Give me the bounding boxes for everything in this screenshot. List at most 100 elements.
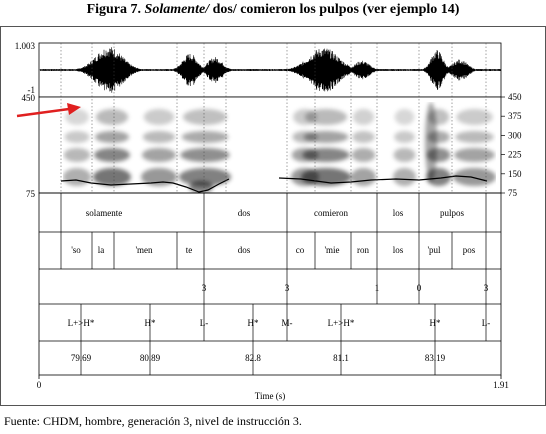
figure-title: Figura 7. Solamente/ dos/ comieron los p… xyxy=(0,2,546,18)
syllable-label: 'mie xyxy=(324,245,339,255)
figure-title-italic: Solamente/ xyxy=(144,2,210,17)
tone-label: L+>H* xyxy=(328,318,355,328)
spectrogram-energy xyxy=(180,148,230,162)
break-label: 3 xyxy=(202,283,207,293)
annotation-frame xyxy=(38,192,502,376)
interval-guides xyxy=(60,43,487,193)
spectrogram-image xyxy=(63,102,496,193)
time-axis-label: Time (s) xyxy=(255,391,285,401)
spectrogram-energy xyxy=(302,148,350,162)
spectrogram-energy xyxy=(63,168,91,186)
spectrogram-left-top: 450 xyxy=(22,93,36,103)
syllable-label: dos xyxy=(238,245,251,255)
syllable-label: la xyxy=(98,245,105,255)
tone-label: M- xyxy=(282,318,293,328)
spectrogram-energy xyxy=(351,168,376,186)
spectrogram-energy xyxy=(352,131,375,143)
syllable-label: co xyxy=(296,245,305,255)
tone-label: L- xyxy=(482,318,491,328)
waveform-bottom-label: -1 xyxy=(28,85,36,95)
value-label: 79.69 xyxy=(71,353,92,363)
syllable-label: los xyxy=(393,245,404,255)
waveform-top-label: 1.003 xyxy=(15,41,36,51)
spectrogram-energy xyxy=(181,131,229,143)
right-axis-label: 450 xyxy=(508,92,522,102)
spectrogram-energy xyxy=(301,168,351,186)
break-tier: 3 3 1 0 3 xyxy=(202,269,489,304)
spectrogram-energy xyxy=(94,131,130,143)
syllable-tier: 'so la 'men te dos co 'mie ron los 'pul … xyxy=(71,245,476,255)
word-tier: solamente dos comieron los pulpos xyxy=(86,208,465,218)
spectrogram-energy xyxy=(352,109,375,125)
spectrogram-energy xyxy=(141,148,177,162)
spectrogram-energy xyxy=(63,148,91,162)
spectrogram-energy xyxy=(394,131,415,143)
waveform-trace xyxy=(39,47,502,93)
right-axis-label: 225 xyxy=(508,150,522,160)
spectrogram-energy xyxy=(93,148,131,162)
tone-label: H* xyxy=(145,318,156,328)
syllable-label: 'so xyxy=(71,245,81,255)
figure-title-rest: dos/ comieron los pulpos (ver ejemplo 14… xyxy=(212,2,460,17)
spectrogram-energy xyxy=(142,131,176,143)
value-tier: 79.69 80.89 82.8 81.1 83.19 xyxy=(71,341,446,375)
spectrogram-energy xyxy=(303,131,349,143)
break-label: 3 xyxy=(484,283,489,293)
break-label: 3 xyxy=(285,283,290,293)
syllable-label: 'men xyxy=(135,245,153,255)
spectrogram-energy xyxy=(143,109,175,125)
spectrogram-energy xyxy=(351,148,376,162)
word-label: dos xyxy=(238,208,251,218)
value-label: 83.19 xyxy=(425,353,446,363)
spectrogram-energy xyxy=(453,168,496,186)
word-label: solamente xyxy=(86,208,123,218)
value-label: 80.89 xyxy=(140,353,161,363)
tone-label: L- xyxy=(200,318,209,328)
spectrogram-left-bottom: 75 xyxy=(26,189,36,199)
spectrogram-energy xyxy=(93,168,131,186)
tone-label: H* xyxy=(430,318,441,328)
value-label: 82.8 xyxy=(245,353,261,363)
arrow-annotation xyxy=(16,103,81,118)
spectrogram-energy xyxy=(394,109,415,125)
word-label: comieron xyxy=(314,208,348,218)
spectrogram-energy xyxy=(304,109,348,125)
break-label: 0 xyxy=(417,283,422,293)
pitch-contour xyxy=(60,175,488,193)
praat-figure: 1.003 -1 450 75 450 375 300 225 150 75 solame… xyxy=(0,26,546,406)
spectrogram-energy xyxy=(141,168,177,186)
spectrogram-energy xyxy=(455,131,494,143)
spectrogram-energy xyxy=(454,148,495,162)
right-axis-label: 300 xyxy=(508,130,522,140)
spectrogram-energy xyxy=(425,102,437,182)
break-label: 1 xyxy=(375,283,380,293)
spectrogram-right-axis: 450 375 300 225 150 75 xyxy=(501,92,522,198)
figure-number: Figura 7. xyxy=(86,2,142,17)
time-axis-start: 0 xyxy=(37,380,42,390)
spectrogram-energy xyxy=(182,109,228,125)
right-axis-label: 75 xyxy=(508,188,518,198)
syllable-label: pos xyxy=(463,245,476,255)
spectrogram-energy xyxy=(393,148,416,162)
time-axis: 0 1.91 Time (s) xyxy=(37,375,509,401)
tone-label: L+>H* xyxy=(68,318,95,328)
word-label: pulpos xyxy=(440,208,465,218)
figure-source: Fuente: CHDM, hombre, generación 3, nive… xyxy=(4,414,302,428)
syllable-label: te xyxy=(186,245,193,255)
spectrogram-energy xyxy=(393,168,416,186)
syllable-label: ron xyxy=(357,245,369,255)
tone-tier: L+>H* H* L- H* M- L+>H* H* L- xyxy=(68,304,491,341)
syllable-label: 'pul xyxy=(427,245,441,255)
right-axis-label: 375 xyxy=(508,111,522,121)
spectrogram-energy xyxy=(64,131,90,143)
spectrogram-energy xyxy=(95,109,129,125)
word-label: los xyxy=(393,208,404,218)
time-axis-end: 1.91 xyxy=(493,380,509,390)
spectrogram-energy xyxy=(456,109,493,125)
spectrogram-energy xyxy=(179,168,231,186)
tone-label: H* xyxy=(248,318,259,328)
right-axis-label: 150 xyxy=(508,169,522,179)
tier-lines xyxy=(39,193,501,342)
value-label: 81.1 xyxy=(333,353,349,363)
